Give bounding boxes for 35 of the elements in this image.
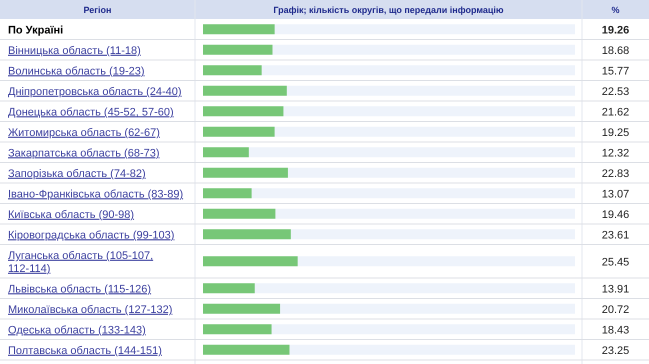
y-tick-label: Кіровоградська область (99-103) <box>8 229 174 242</box>
y-tick-label: Миколаївська область (127-132) <box>8 304 172 316</box>
data-label: 23.61 <box>602 229 630 242</box>
y-tick-label: Волинська область (19-23) <box>8 65 145 78</box>
data-label: 23.25 <box>602 344 630 357</box>
data-label: 22.83 <box>602 168 630 180</box>
y-tick-label: Вінницька область (11-18) <box>8 44 141 57</box>
data-label: 19.26 <box>602 24 630 36</box>
y-tick-label: Закарпатська область (68-73) <box>8 147 160 160</box>
y-tick-label: Запорізька область (74-82) <box>8 168 146 180</box>
y-tick-label: Дніпропетровська область (24-40) <box>8 86 182 98</box>
data-label: 20.72 <box>602 304 630 316</box>
data-label: 25.45 <box>602 256 630 268</box>
y-tick-label: Одеська область (133-143) <box>8 324 146 336</box>
y-tick-label: Івано-Франківська область (83-89) <box>8 188 184 200</box>
y-tick-label: Полтавська область (144-151) <box>8 344 162 357</box>
y-tick-label: По Україні <box>8 24 64 36</box>
data-label: 15.77 <box>602 65 630 78</box>
y-axis-title: Регіон <box>84 5 112 15</box>
data-label: 12.32 <box>602 147 630 160</box>
y-tick-label: Донецька область (45-52, 57-60) <box>8 106 174 118</box>
data-label: 22.53 <box>602 86 630 98</box>
data-label: 19.46 <box>602 208 630 221</box>
y-tick-label: Житомирська область (62-67) <box>8 126 160 139</box>
y-tick-label: Львівська область (115-126) <box>8 283 152 296</box>
data-label: 21.62 <box>602 106 630 118</box>
x-axis-title: % <box>611 5 620 15</box>
data-label: 19.25 <box>602 126 630 139</box>
chart-title: Графік; кількість округів, що передали інформацію <box>273 5 504 15</box>
data-label: 13.91 <box>602 283 630 296</box>
y-tick-label: Луганська область (105-107, 112-114) <box>8 250 154 275</box>
data-label: 18.43 <box>602 324 630 336</box>
data-label: 18.68 <box>602 44 630 57</box>
data-label: 13.07 <box>602 188 630 200</box>
y-tick-label: Київська область (90-98) <box>8 208 134 221</box>
